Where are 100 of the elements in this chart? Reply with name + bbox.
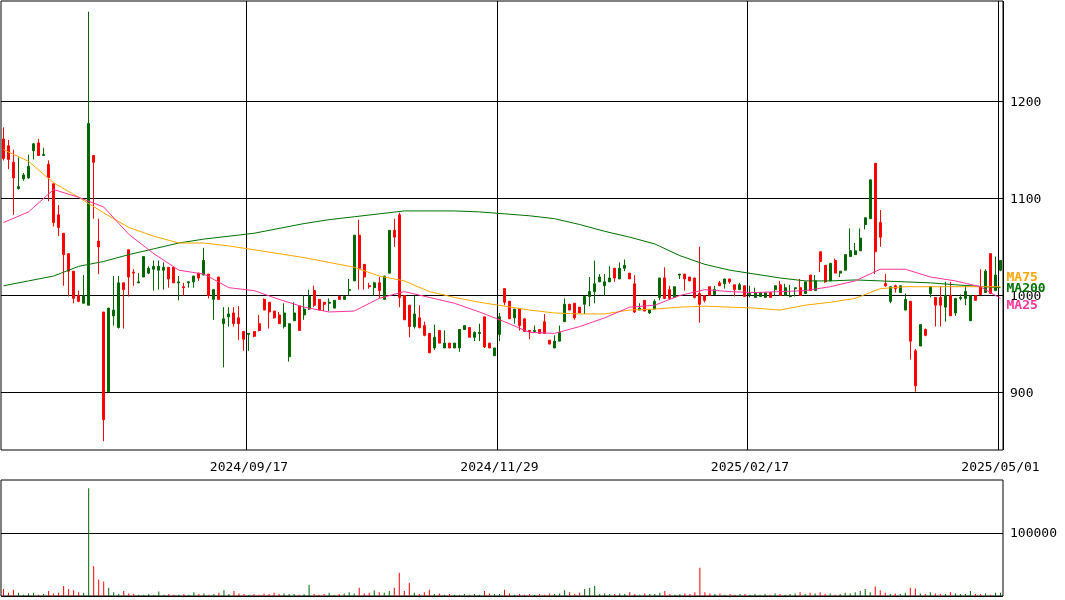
- candlestick: [673, 286, 676, 298]
- candlestick: [904, 293, 907, 311]
- candlestick: [273, 310, 276, 320]
- candlestick: [463, 325, 466, 330]
- candlestick: [568, 303, 571, 311]
- candlestick: [62, 232, 65, 287]
- candlestick: [72, 270, 75, 304]
- candlestick: [122, 282, 125, 330]
- candlestick: [789, 284, 792, 298]
- candlestick: [338, 294, 341, 300]
- candlestick: [949, 281, 952, 317]
- candlestick: [859, 227, 862, 252]
- candlestick: [12, 149, 15, 216]
- candlestick: [368, 282, 371, 290]
- candlestick: [293, 301, 296, 322]
- candlestick: [553, 334, 556, 349]
- candlestick: [157, 259, 160, 291]
- candlestick: [217, 276, 220, 300]
- candlestick: [127, 249, 130, 297]
- candlestick: [403, 294, 406, 321]
- candlestick: [388, 229, 391, 274]
- candlestick: [52, 183, 55, 227]
- candlestick: [608, 265, 611, 283]
- candlestick: [668, 285, 671, 299]
- x-tick-label: 2024/11/29: [460, 459, 539, 474]
- candlestick: [42, 147, 45, 157]
- candlestick: [433, 324, 436, 351]
- candlestick: [563, 297, 566, 323]
- candlestick: [318, 298, 321, 311]
- candlestick: [102, 311, 105, 442]
- candlestick: [954, 297, 957, 317]
- candlestick: [914, 348, 917, 393]
- candlestick: [247, 332, 250, 352]
- y-tick-label: 900: [1010, 385, 1034, 401]
- candlestick: [523, 318, 526, 332]
- candlestick: [82, 274, 85, 304]
- candlestick: [518, 308, 521, 331]
- candlestick: [603, 273, 606, 296]
- candlestick: [7, 139, 10, 170]
- candlestick: [167, 266, 170, 289]
- candlestick: [393, 218, 396, 248]
- candlestick: [543, 313, 546, 334]
- candlestick: [132, 268, 135, 287]
- candlestick: [92, 155, 95, 220]
- candlestick: [573, 302, 576, 321]
- candlestick: [47, 159, 50, 202]
- candlestick: [754, 287, 757, 298]
- candlestick: [718, 280, 721, 287]
- candlestick: [448, 342, 451, 349]
- candlestick: [844, 254, 847, 271]
- candlestick: [227, 306, 230, 328]
- candlestick: [308, 289, 311, 311]
- candlestick: [929, 286, 932, 298]
- candlestick: [598, 273, 601, 283]
- candlestick: [593, 259, 596, 304]
- candlestick: [693, 277, 696, 299]
- candlestick: [698, 246, 701, 324]
- candlestick: [348, 278, 351, 296]
- candlestick: [794, 287, 797, 297]
- candlestick: [583, 294, 586, 315]
- candlestick: [473, 330, 476, 342]
- candlestick: [623, 259, 626, 272]
- y-tick-label: 100000: [1010, 525, 1057, 541]
- candlestick: [97, 218, 100, 275]
- candlestick: [548, 339, 551, 345]
- candlestick: [258, 314, 261, 332]
- candlestick: [333, 299, 336, 309]
- candlestick: [57, 204, 60, 237]
- candlestick: [192, 275, 195, 289]
- candlestick: [353, 234, 356, 282]
- candlestick: [748, 285, 751, 298]
- candlestick: [398, 212, 401, 308]
- candlestick: [849, 227, 852, 258]
- candlestick: [378, 276, 381, 299]
- candlestick: [418, 304, 421, 330]
- candlestick: [703, 294, 706, 303]
- candlestick: [884, 273, 887, 288]
- candlestick: [268, 301, 271, 330]
- candlestick: [162, 261, 165, 291]
- candlestick: [343, 294, 346, 300]
- candlestick: [22, 172, 25, 182]
- x-tick-label: 2025/02/17: [710, 459, 790, 474]
- candlestick: [443, 329, 446, 349]
- candlestick: [688, 276, 691, 282]
- candlestick: [137, 272, 140, 284]
- candlestick: [874, 162, 877, 275]
- candlestick: [27, 154, 30, 180]
- candlestick: [483, 316, 486, 349]
- candlestick: [678, 273, 681, 280]
- candlestick: [628, 272, 631, 280]
- candlestick: [799, 278, 802, 296]
- candlestick: [428, 332, 431, 354]
- candlestick: [408, 304, 411, 338]
- candlestick: [738, 282, 741, 291]
- candlestick: [182, 282, 185, 296]
- candlestick: [413, 294, 416, 330]
- candlestick: [67, 253, 70, 297]
- candlestick: [728, 278, 731, 285]
- candlestick: [152, 259, 155, 292]
- candlestick: [468, 327, 471, 338]
